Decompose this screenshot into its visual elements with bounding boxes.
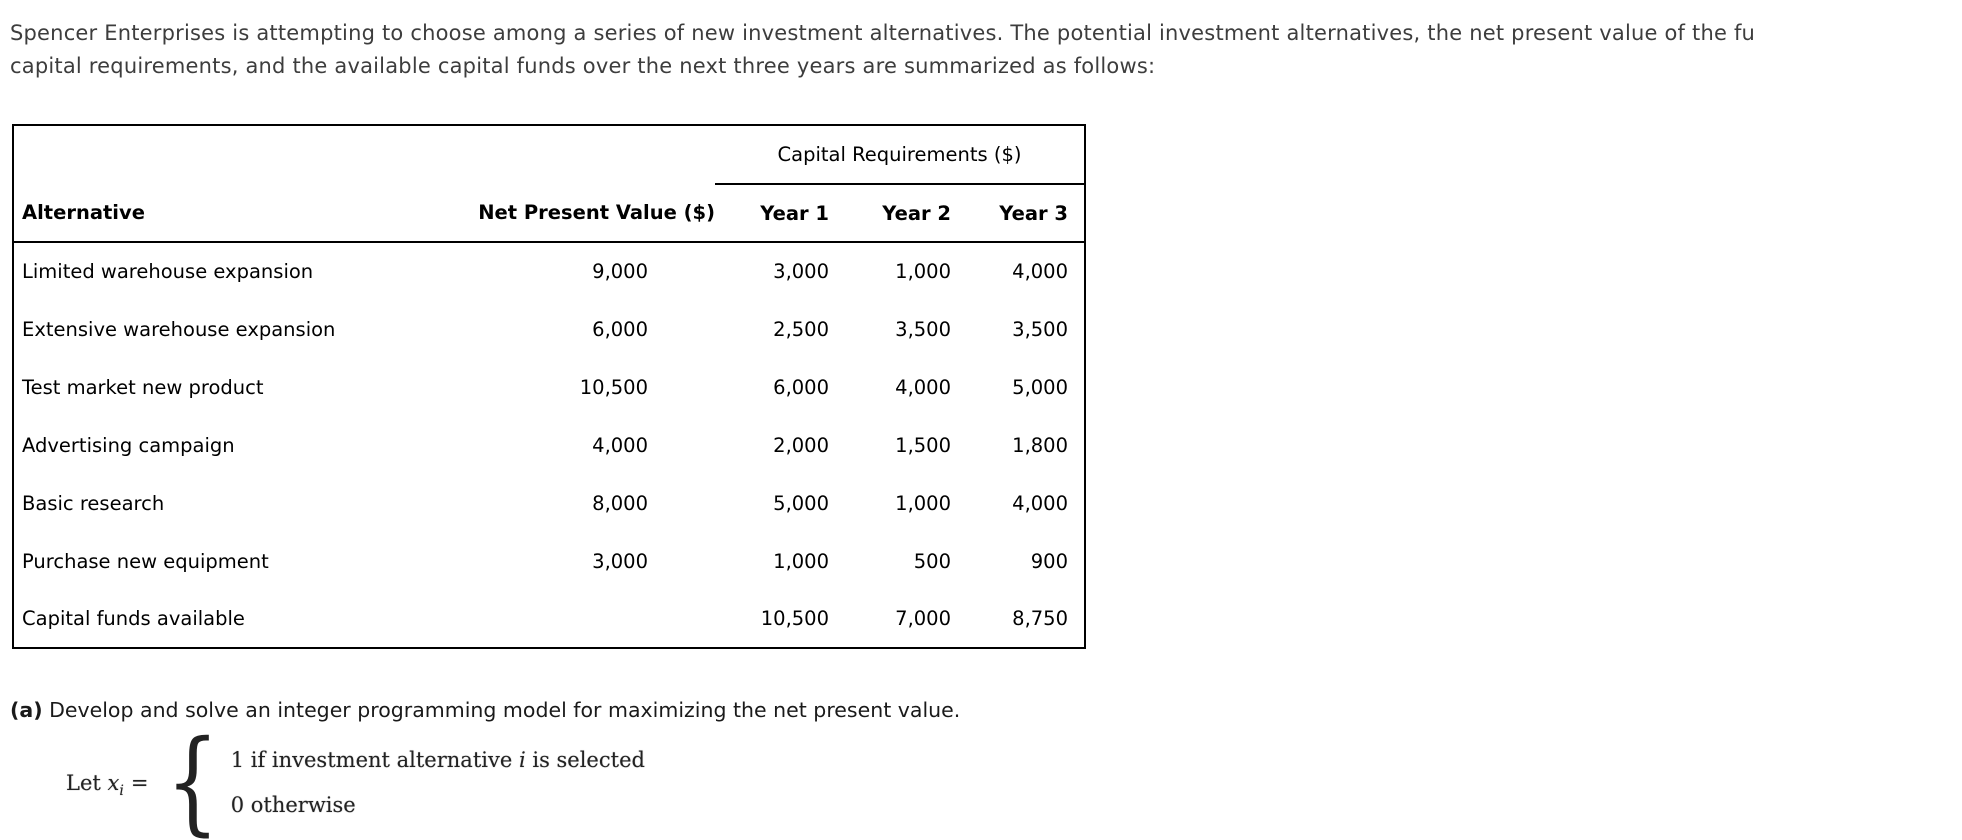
cell-year1: 2,500 bbox=[773, 317, 829, 341]
cell-alternative: Purchase new equipment bbox=[22, 549, 269, 573]
intro-line-2: capital requirements, and the available … bbox=[10, 54, 1156, 78]
cell-year2: 1,000 bbox=[895, 260, 951, 283]
cell-npv: 8,000 bbox=[592, 491, 648, 515]
table-row: Basic research 8,000 5,000 1,000 4,000 bbox=[13, 474, 1085, 532]
cell-year2: 500 bbox=[913, 549, 951, 573]
cell-year3: 5,000 bbox=[1012, 375, 1068, 399]
cell-alternative: Test market new product bbox=[22, 375, 264, 399]
part-a-label: (a) bbox=[10, 698, 43, 722]
table-row: Purchase new equipment 3,000 1,000 500 9… bbox=[13, 532, 1085, 590]
cell-alternative: Basic research bbox=[22, 491, 165, 515]
equation-case-2: 0 otherwise bbox=[230, 793, 356, 818]
capital-funds-available-row: Capital funds available 10,500 7,000 8,7… bbox=[13, 590, 1085, 648]
col-header-year1: Year 1 bbox=[715, 184, 829, 243]
cell-npv: 10,500 bbox=[579, 375, 648, 399]
col-header-year3: Year 3 bbox=[951, 184, 1085, 243]
equation-subscript: i bbox=[119, 782, 124, 799]
cell-year1: 6,000 bbox=[773, 375, 829, 399]
cell-npv: 6,000 bbox=[592, 317, 648, 341]
col-header-year2: Year 2 bbox=[829, 184, 951, 243]
cell-npv bbox=[411, 590, 715, 648]
part-a-text: Develop and solve an integer programming… bbox=[42, 698, 961, 722]
equation-case-1: 1 if investment alternative i is selecte… bbox=[230, 748, 645, 773]
cell-year3: 1,800 bbox=[1012, 433, 1068, 457]
intro-line-1: Spencer Enterprises is attempting to cho… bbox=[10, 21, 1756, 45]
equation-let: Let bbox=[66, 770, 108, 795]
case-1-index-i: i bbox=[518, 748, 526, 773]
cell-year3: 900 bbox=[1030, 549, 1068, 573]
spanner-row: Capital Requirements ($) bbox=[13, 125, 1085, 185]
table-row: Advertising campaign 4,000 2,000 1,500 1… bbox=[13, 416, 1085, 474]
equation-lhs: Let x i = bbox=[66, 770, 157, 799]
cell-year2: 1,000 bbox=[895, 491, 951, 515]
intro-paragraph: Spencer Enterprises is attempting to cho… bbox=[10, 17, 1755, 83]
equals-sign: = bbox=[130, 770, 149, 795]
cell-year2: 4,000 bbox=[895, 375, 951, 399]
cell-year3: 4,000 bbox=[1012, 491, 1068, 515]
cell-alternative: Limited warehouse expansion bbox=[22, 260, 314, 283]
decision-variable-equation: Let x i = { 1 if investment alternative i … bbox=[66, 717, 645, 840]
cell-year3: 4,000 bbox=[1012, 260, 1068, 283]
cell-npv: 9,000 bbox=[592, 260, 648, 283]
cell-year3: 3,500 bbox=[1012, 317, 1068, 341]
capital-requirements-table: Capital Requirements ($) Alternative Net… bbox=[12, 124, 1086, 649]
col-header-npv: Net Present Value ($) bbox=[411, 184, 715, 243]
left-brace-glyph: { bbox=[166, 717, 220, 840]
cell-year1: 5,000 bbox=[773, 491, 829, 515]
cell-year1: 10,500 bbox=[760, 607, 829, 630]
cell-year3: 8,750 bbox=[1012, 607, 1068, 630]
cell-year1: 3,000 bbox=[773, 260, 829, 283]
equation-variable: x bbox=[107, 770, 120, 795]
table-row: Extensive warehouse expansion 6,000 2,50… bbox=[13, 300, 1085, 358]
cell-alternative: Extensive warehouse expansion bbox=[22, 317, 336, 341]
cell-npv: 4,000 bbox=[592, 433, 648, 457]
cell-npv: 3,000 bbox=[592, 549, 648, 573]
cell-year1: 1,000 bbox=[773, 549, 829, 573]
cell-year2: 7,000 bbox=[895, 607, 951, 630]
equation-cases: 1 if investment alternative i is selecte… bbox=[231, 747, 645, 818]
spanner-spacer bbox=[13, 125, 715, 184]
cell-footer-label: Capital funds available bbox=[22, 607, 245, 630]
column-header-row: Alternative Net Present Value ($) Year 1… bbox=[13, 184, 1085, 243]
table-row: Limited warehouse expansion 9,000 3,000 … bbox=[13, 242, 1085, 300]
cell-year2: 1,500 bbox=[895, 433, 951, 457]
cell-year2: 3,500 bbox=[895, 317, 951, 341]
capital-requirements-spanner: Capital Requirements ($) bbox=[715, 125, 1085, 185]
col-header-alternative: Alternative bbox=[13, 184, 411, 243]
cell-year1: 2,000 bbox=[773, 433, 829, 457]
question-part-a: (a) Develop and solve an integer program… bbox=[10, 698, 960, 722]
cell-alternative: Advertising campaign bbox=[22, 433, 235, 457]
table-row: Test market new product 10,500 6,000 4,0… bbox=[13, 358, 1085, 416]
